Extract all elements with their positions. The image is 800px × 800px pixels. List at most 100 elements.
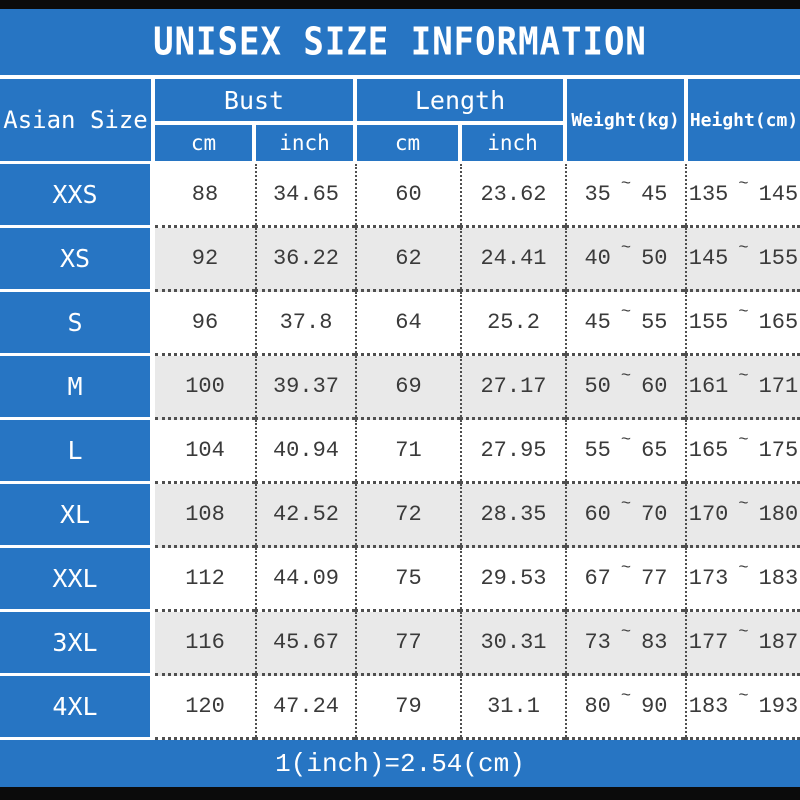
weight-min: 40 — [584, 246, 611, 271]
height-min: 155 — [688, 310, 729, 335]
weight-max: 65 — [641, 438, 668, 463]
weight-range-cell: 55 ~ 65 — [565, 420, 685, 484]
height-max: 155 — [758, 246, 799, 271]
length-cm-cell: 60 — [355, 164, 460, 228]
tilde-symbol: ~ — [620, 623, 632, 642]
weight-min: 60 — [584, 502, 611, 527]
length-inch-cell: 24.41 — [460, 228, 565, 292]
tilde-symbol: ~ — [620, 495, 632, 514]
weight-max: 77 — [641, 566, 668, 591]
weight-max: 70 — [641, 502, 668, 527]
weight-min: 55 — [584, 438, 611, 463]
top-border-bar — [0, 0, 800, 9]
tilde-symbol: ~ — [620, 367, 632, 386]
length-inch-cell: 30.31 — [460, 612, 565, 676]
table-row: S 96 37.8 64 25.2 45 ~ 55 155 ~ 165 — [0, 292, 800, 356]
page-title: UNISEX SIZE INFORMATION — [153, 19, 647, 65]
length-cm-cell: 64 — [355, 292, 460, 356]
tilde-symbol: ~ — [738, 623, 749, 642]
height-min: 135 — [688, 182, 729, 207]
bottom-border-bar — [0, 787, 800, 800]
weight-max: 90 — [641, 694, 668, 719]
header-bust-cm: cm — [155, 125, 252, 161]
length-cm-cell: 72 — [355, 484, 460, 548]
bust-inch-cell: 45.67 — [255, 612, 355, 676]
bust-cm-cell: 88 — [155, 164, 255, 228]
weight-min: 80 — [584, 694, 611, 719]
tilde-symbol: ~ — [738, 239, 749, 258]
tilde-symbol: ~ — [620, 239, 632, 258]
length-inch-cell: 27.95 — [460, 420, 565, 484]
weight-range-cell: 80 ~ 90 — [565, 676, 685, 740]
table-row: 3XL 116 45.67 77 30.31 73 ~ 83 177 ~ 187 — [0, 612, 800, 676]
height-max: 180 — [758, 502, 799, 527]
size-label: XS — [0, 228, 155, 292]
tilde-symbol: ~ — [620, 175, 632, 194]
header-length-cm: cm — [357, 125, 458, 161]
length-inch-cell: 29.53 — [460, 548, 565, 612]
height-range-cell: 165 ~ 175 — [685, 420, 800, 484]
weight-range-cell: 60 ~ 70 — [565, 484, 685, 548]
height-min: 183 — [688, 694, 729, 719]
bust-cm-cell: 112 — [155, 548, 255, 612]
size-label: M — [0, 356, 155, 420]
bust-cm-cell: 104 — [155, 420, 255, 484]
weight-range-cell: 45 ~ 55 — [565, 292, 685, 356]
bust-cm-cell: 108 — [155, 484, 255, 548]
bust-cm-cell: 116 — [155, 612, 255, 676]
height-range-cell: 145 ~ 155 — [685, 228, 800, 292]
size-label: XXS — [0, 164, 155, 228]
tilde-symbol: ~ — [620, 303, 632, 322]
footer-bar: 1(inch)=2.54(cm) — [0, 740, 800, 787]
table-row: L 104 40.94 71 27.95 55 ~ 65 165 ~ 175 — [0, 420, 800, 484]
length-cm-cell: 71 — [355, 420, 460, 484]
length-cm-cell: 79 — [355, 676, 460, 740]
tilde-symbol: ~ — [620, 559, 632, 578]
table-header: Asian Size Bust Length Weight(kg) Height… — [0, 79, 800, 161]
height-min: 145 — [688, 246, 729, 271]
header-weight-kg: Weight(kg) — [567, 79, 684, 161]
height-max: 187 — [758, 630, 799, 655]
height-min: 173 — [688, 566, 729, 591]
weight-max: 55 — [641, 310, 668, 335]
header-length-inch: inch — [462, 125, 563, 161]
bust-cm-cell: 92 — [155, 228, 255, 292]
height-range-cell: 177 ~ 187 — [685, 612, 800, 676]
height-min: 170 — [688, 502, 729, 527]
table-row: XXL 112 44.09 75 29.53 67 ~ 77 173 ~ 183 — [0, 548, 800, 612]
weight-range-cell: 73 ~ 83 — [565, 612, 685, 676]
length-inch-cell: 27.17 — [460, 356, 565, 420]
tilde-symbol: ~ — [738, 431, 749, 450]
height-range-cell: 155 ~ 165 — [685, 292, 800, 356]
tilde-symbol: ~ — [620, 687, 632, 706]
bust-cm-cell: 100 — [155, 356, 255, 420]
weight-min: 73 — [584, 630, 611, 655]
table-row: M 100 39.37 69 27.17 50 ~ 60 161 ~ 171 — [0, 356, 800, 420]
height-range-cell: 173 ~ 183 — [685, 548, 800, 612]
weight-range-cell: 50 ~ 60 — [565, 356, 685, 420]
length-inch-cell: 31.1 — [460, 676, 565, 740]
height-max: 193 — [758, 694, 799, 719]
size-label: 3XL — [0, 612, 155, 676]
height-range-cell: 135 ~ 145 — [685, 164, 800, 228]
size-label: S — [0, 292, 155, 356]
tilde-symbol: ~ — [738, 559, 749, 578]
weight-min: 50 — [584, 374, 611, 399]
weight-min: 35 — [584, 182, 611, 207]
bust-cm-cell: 120 — [155, 676, 255, 740]
header-bust: Bust — [155, 79, 353, 121]
tilde-symbol: ~ — [620, 431, 632, 450]
height-max: 171 — [758, 374, 799, 399]
tilde-symbol: ~ — [738, 367, 749, 386]
height-range-cell: 161 ~ 171 — [685, 356, 800, 420]
bust-inch-cell: 36.22 — [255, 228, 355, 292]
tilde-symbol: ~ — [738, 175, 749, 194]
weight-max: 45 — [641, 182, 668, 207]
length-inch-cell: 28.35 — [460, 484, 565, 548]
size-label: L — [0, 420, 155, 484]
header-asian-size: Asian Size — [0, 79, 151, 161]
tilde-symbol: ~ — [738, 687, 749, 706]
table-row: 4XL 120 47.24 79 31.1 80 ~ 90 183 ~ 193 — [0, 676, 800, 740]
tilde-symbol: ~ — [738, 303, 749, 322]
